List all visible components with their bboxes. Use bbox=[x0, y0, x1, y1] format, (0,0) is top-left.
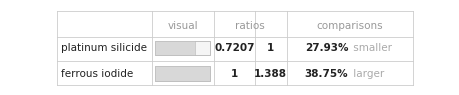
Text: 27.93%: 27.93% bbox=[305, 43, 348, 53]
Bar bbox=[155, 41, 195, 55]
Text: 1: 1 bbox=[231, 69, 238, 79]
Bar bbox=[155, 66, 210, 81]
Text: ferrous iodide: ferrous iodide bbox=[61, 69, 133, 79]
Text: ratios: ratios bbox=[235, 21, 265, 31]
Bar bbox=[155, 41, 210, 55]
Bar bbox=[155, 66, 210, 81]
Bar bbox=[155, 41, 210, 55]
Text: visual: visual bbox=[168, 21, 198, 31]
Bar bbox=[155, 66, 210, 81]
Text: 38.75%: 38.75% bbox=[305, 69, 348, 79]
Text: platinum silicide: platinum silicide bbox=[61, 43, 147, 53]
Text: 1: 1 bbox=[267, 43, 274, 53]
Text: larger: larger bbox=[350, 69, 384, 79]
Text: smaller: smaller bbox=[350, 43, 392, 53]
Text: 0.7207: 0.7207 bbox=[214, 43, 255, 53]
Text: comparisons: comparisons bbox=[317, 21, 383, 31]
Text: 1.388: 1.388 bbox=[254, 69, 287, 79]
